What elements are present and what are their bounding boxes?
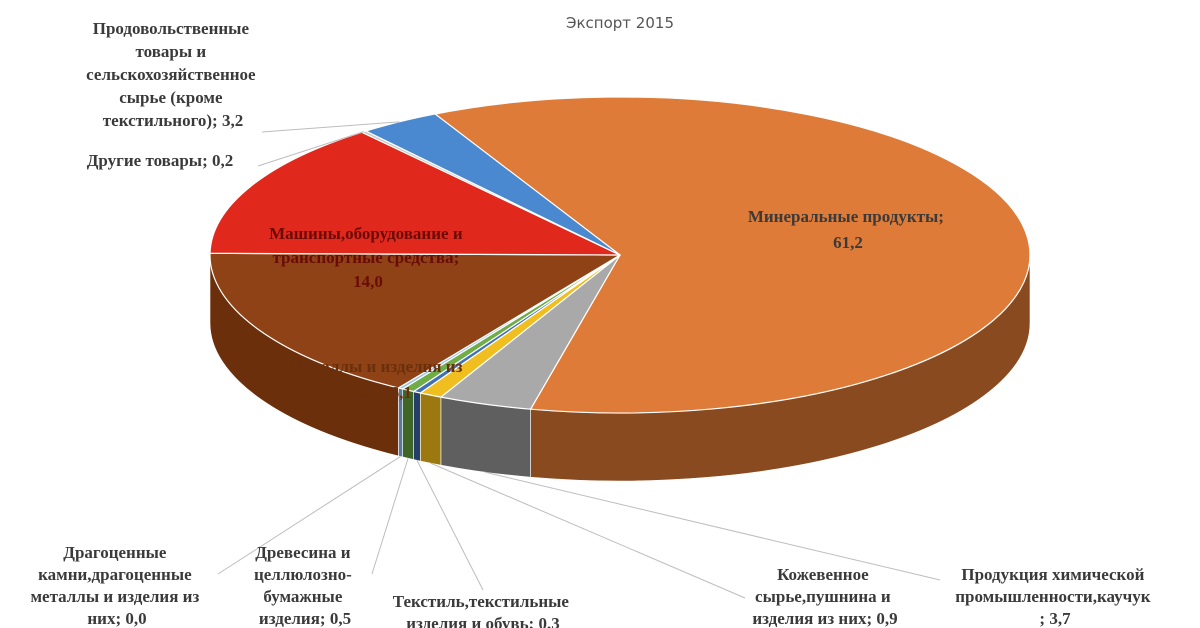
- leader-wood: [371, 458, 409, 575]
- leader-precious: [217, 456, 401, 575]
- label-chemistry: Продукция химической промышленности,кауч…: [955, 565, 1155, 628]
- label-wood: Древесина и целлюлозно- бумажные изделия…: [254, 543, 356, 628]
- label-metals: Металлы и изделия из них; 16,1: [289, 357, 466, 402]
- leader-leather: [430, 462, 746, 599]
- leader-food: [261, 121, 400, 133]
- label-textile: Текстиль,текстильные изделия и обувь; 0,…: [393, 592, 573, 628]
- label-machines: Машины,оборудование и транспортные средс…: [269, 224, 467, 291]
- chart-title: Экспорт 2015: [566, 14, 674, 32]
- pie-slice-металлы-и-изделия-из-них: [209, 252, 621, 389]
- leader-chemistry: [484, 471, 941, 581]
- pie-slice-кожевенное-сырье-пушнина-side: [420, 392, 442, 466]
- pie-tops: [209, 96, 1031, 414]
- label-leather: Кожевенное сырье,пушнина и изделия из ни…: [752, 565, 897, 628]
- leader-lines: [217, 121, 941, 599]
- pie-slice-продукция-химической-про-side: [440, 396, 531, 478]
- pie-slice-машины-оборудование-и-тр: [209, 131, 621, 256]
- leader-other: [257, 131, 364, 167]
- pie-slice-продовольственные-товары: [365, 113, 621, 256]
- label-food: Продовольственные товары и сельскохозяйс…: [86, 19, 260, 130]
- pie-sides: [209, 254, 1031, 482]
- label-precious: Драгоценные камни,драгоценные металлы и …: [30, 543, 203, 628]
- label-mineral: Минеральные продукты; 61,2: [748, 207, 948, 252]
- pie-slice-минеральные-продукты: [430, 96, 1031, 414]
- leader-textile: [416, 460, 484, 591]
- pie-slice-текстиль-текстильные-изд-side: [413, 391, 421, 462]
- label-other: Другие товары; 0,2: [87, 151, 234, 170]
